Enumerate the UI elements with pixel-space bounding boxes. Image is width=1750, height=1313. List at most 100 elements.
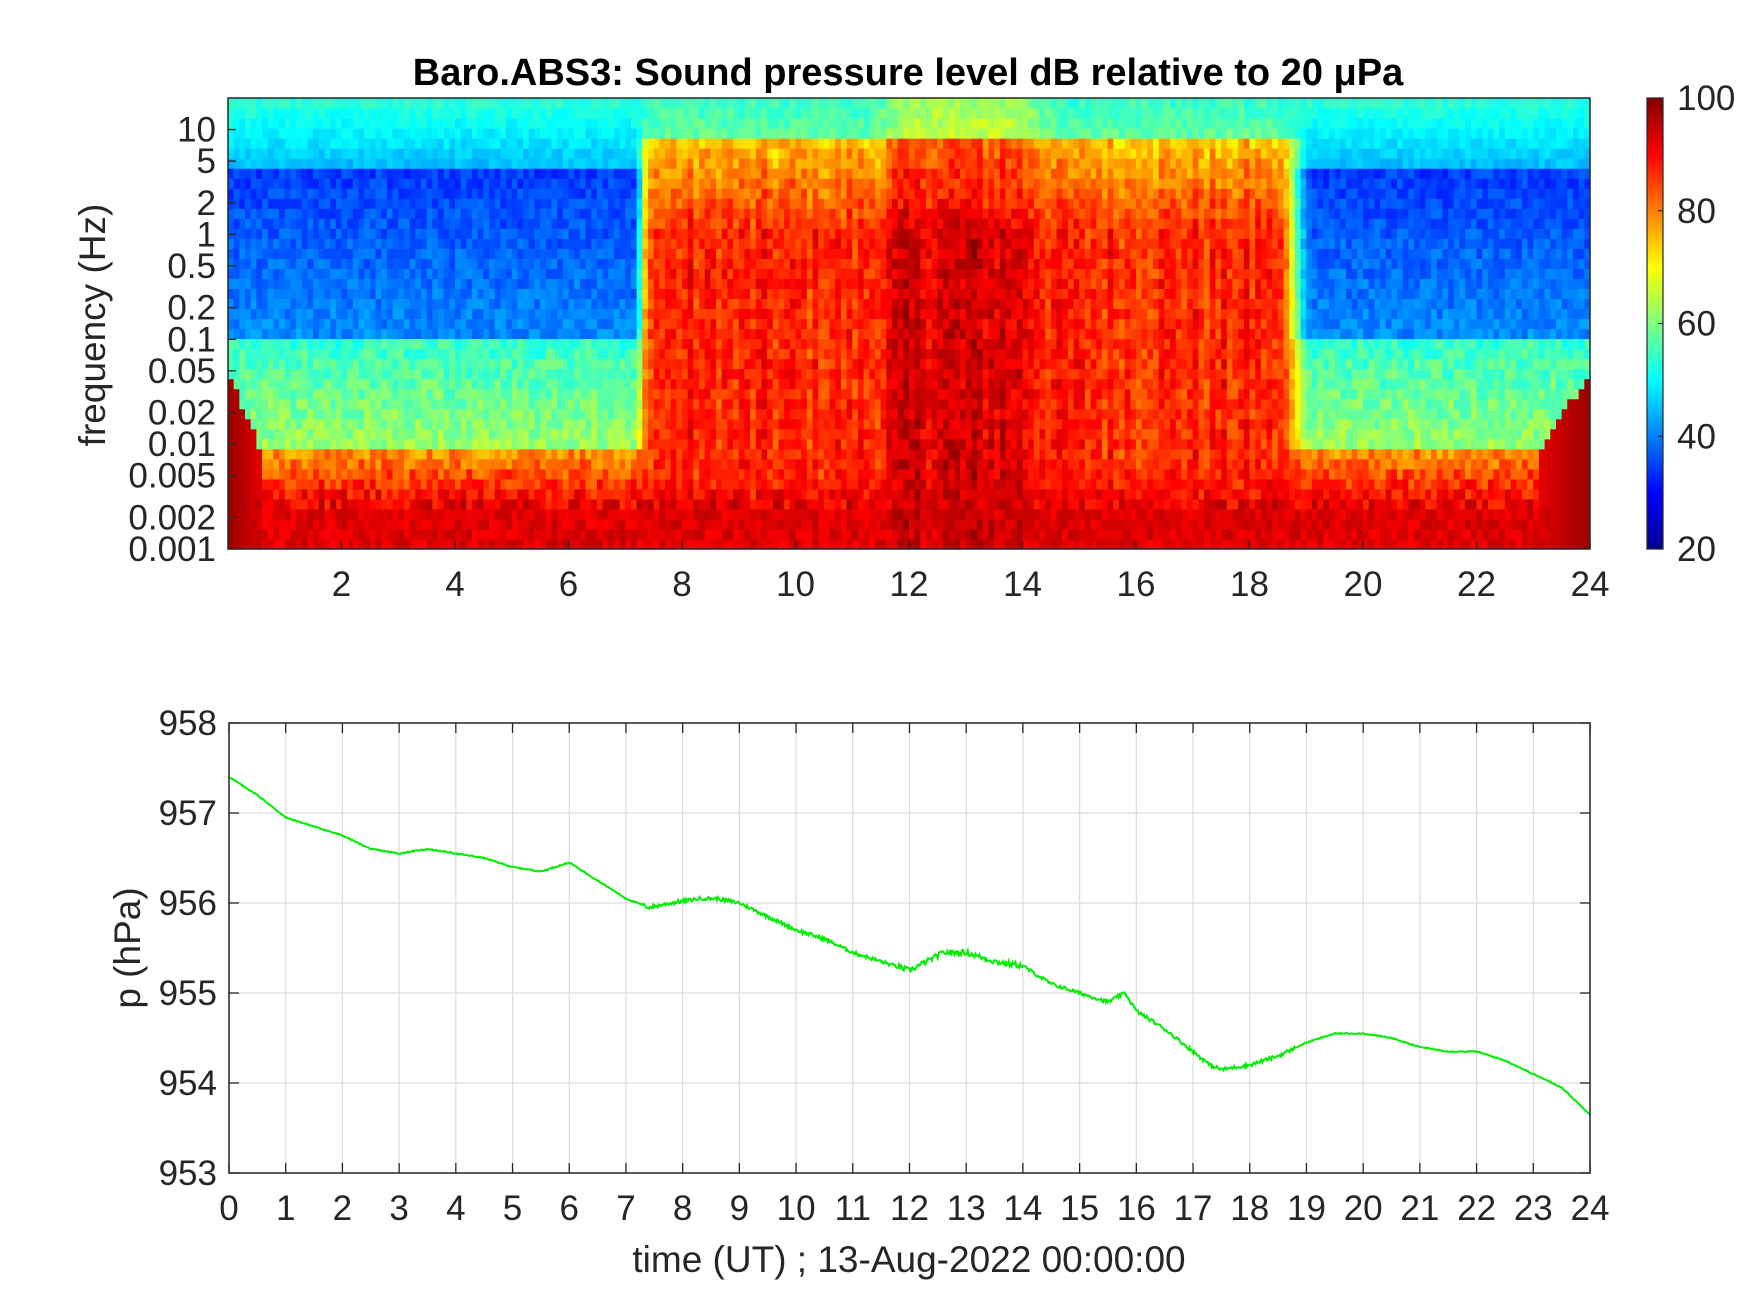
heatmap-cell <box>642 388 649 400</box>
heatmap-cell <box>659 168 666 179</box>
heatmap-cell <box>489 528 496 540</box>
heatmap-cell <box>245 468 252 480</box>
heatmap-cell <box>840 368 848 380</box>
heatmap-cell <box>511 248 519 259</box>
heatmap-cell <box>608 268 615 279</box>
heatmap-cell <box>823 398 831 410</box>
heatmap-cell <box>591 208 598 219</box>
heatmap-cell <box>630 518 638 530</box>
heatmap-cell <box>511 218 519 229</box>
heatmap-cell <box>664 128 672 139</box>
heatmap-cell <box>846 298 853 310</box>
heatmap-cell <box>829 328 836 340</box>
heatmap-cell <box>738 178 746 189</box>
heatmap-cell <box>761 148 768 159</box>
heatmap-cell <box>233 168 240 179</box>
heatmap-cell <box>727 358 734 370</box>
heatmap-cell <box>347 518 354 530</box>
heatmap-cell <box>284 398 292 410</box>
heatmap-cell <box>369 298 377 310</box>
heatmap-cell <box>693 128 700 139</box>
heatmap-cell <box>341 408 348 420</box>
heatmap-cell <box>795 268 802 279</box>
heatmap-cell <box>647 308 655 320</box>
heatmap-cell <box>721 438 728 450</box>
heatmap-cell <box>307 178 314 189</box>
heatmap-cell <box>835 478 842 490</box>
heatmap-cell <box>806 148 814 159</box>
heatmap-cell <box>727 178 734 189</box>
heatmap-cell <box>489 248 496 259</box>
heatmap-cell <box>494 118 502 129</box>
heatmap-cell <box>386 168 394 179</box>
heatmap-cell <box>801 198 808 209</box>
heatmap-cell <box>755 158 763 169</box>
heatmap-cell <box>642 538 649 549</box>
heatmap-cell <box>801 288 808 300</box>
heatmap-cell <box>682 188 689 199</box>
heatmap-cell <box>324 518 331 530</box>
heatmap-cell <box>682 368 689 380</box>
heatmap-cell <box>301 148 309 159</box>
heatmap-cell <box>784 298 791 310</box>
heatmap-cell <box>591 258 598 269</box>
heatmap-cell <box>489 98 496 109</box>
heatmap-cell <box>392 198 399 209</box>
heatmap-cell <box>682 278 689 290</box>
heatmap-cell <box>523 528 530 540</box>
heatmap-cell <box>608 178 615 189</box>
heatmap-cell <box>381 258 388 269</box>
heatmap-cell <box>625 428 632 440</box>
heatmap-cell <box>630 188 638 199</box>
heatmap-cell <box>449 208 456 219</box>
heatmap-cell <box>239 428 246 440</box>
heatmap-cell <box>602 328 609 340</box>
heatmap-cell <box>324 108 331 119</box>
heatmap-cell <box>432 488 439 500</box>
heatmap-cell <box>455 188 462 199</box>
heatmap-cell <box>426 378 433 390</box>
heatmap-cell <box>642 508 649 520</box>
heatmap-cell <box>534 398 541 410</box>
heatmap-cell <box>284 278 292 290</box>
heatmap-cell <box>364 358 371 370</box>
heatmap-cell <box>262 148 269 159</box>
heatmap-cell <box>659 348 666 360</box>
heatmap-cell <box>313 388 320 400</box>
heatmap-cell <box>789 488 797 500</box>
heatmap-cell <box>290 388 297 400</box>
heatmap-cell <box>472 208 479 219</box>
heatmap-cell <box>449 188 456 199</box>
heatmap-cell <box>369 328 377 340</box>
heatmap-cell <box>398 318 405 330</box>
heatmap-cell <box>562 508 570 520</box>
heatmap-cell <box>449 108 456 119</box>
heatmap-cell <box>795 428 802 440</box>
heatmap-cell <box>318 238 326 249</box>
heatmap-cell <box>267 478 274 490</box>
heatmap-cell <box>801 388 808 400</box>
heatmap-cell <box>483 358 490 370</box>
heatmap-cell <box>642 488 649 500</box>
heatmap-cell <box>250 508 257 520</box>
heatmap-cell <box>795 328 802 340</box>
heatmap-cell <box>596 208 604 219</box>
heatmap-cell <box>352 188 360 199</box>
heatmap-cell <box>528 518 536 530</box>
heatmap-cell <box>358 228 365 239</box>
heatmap-cell <box>716 468 723 480</box>
heatmap-cell <box>392 208 399 219</box>
heatmap-cell <box>738 128 746 139</box>
heatmap-cell <box>682 198 689 209</box>
heatmap-cell <box>579 458 587 470</box>
heatmap-cell <box>415 398 422 410</box>
heatmap-cell <box>818 498 825 510</box>
heatmap-cell <box>846 488 853 500</box>
heatmap-cell <box>591 378 598 390</box>
heatmap-cell <box>313 158 320 169</box>
heatmap-cell <box>596 338 604 350</box>
heatmap-cell <box>596 388 604 400</box>
heatmap-cell <box>335 98 343 109</box>
heatmap-cell <box>250 98 257 109</box>
heatmap-cell <box>460 138 467 149</box>
